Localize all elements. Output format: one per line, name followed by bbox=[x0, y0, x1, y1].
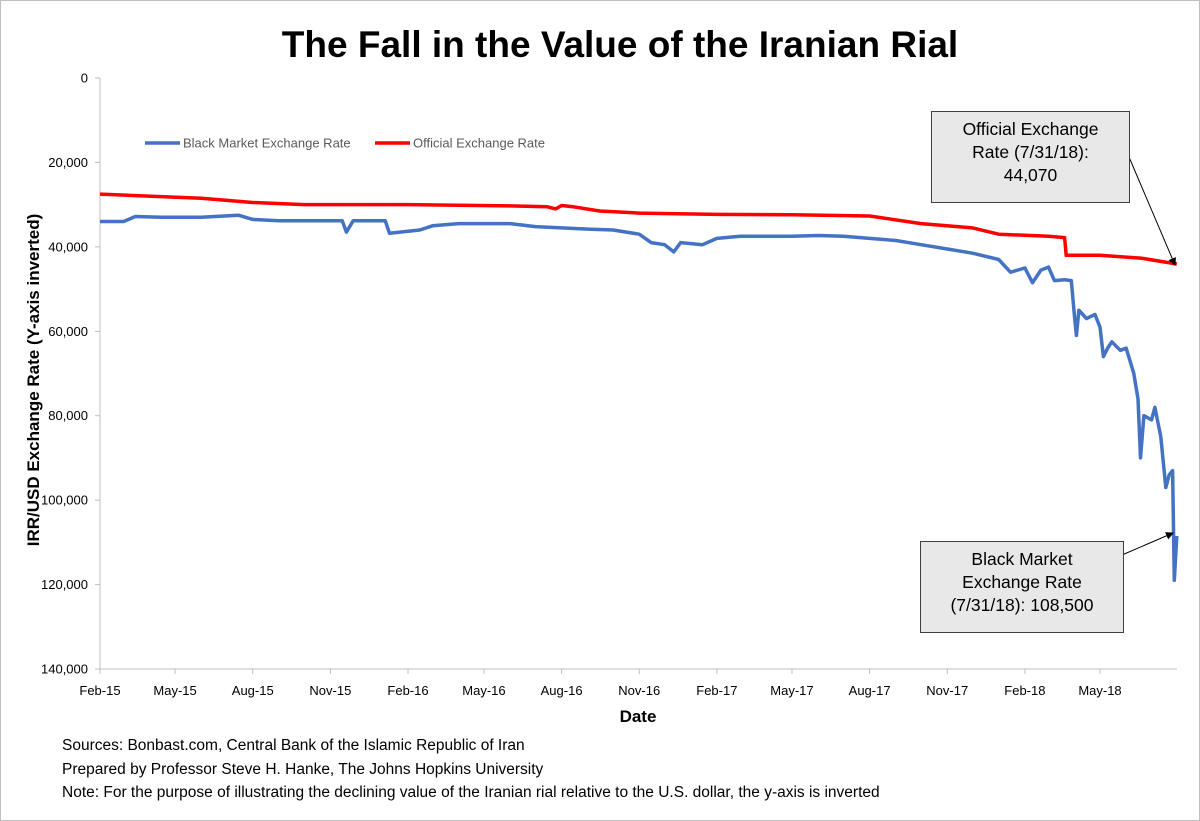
x-tick-label: Feb-18 bbox=[1004, 683, 1045, 698]
black-callout-line-2: Exchange Rate bbox=[962, 572, 1082, 593]
official-series-line bbox=[99, 192, 1178, 266]
callout-arrows bbox=[1121, 156, 1176, 556]
y-tick-label: 140,000 bbox=[41, 662, 88, 677]
y-tick-label: 80,000 bbox=[48, 408, 88, 423]
official-callout-line-1: Official Exchange bbox=[962, 119, 1099, 139]
x-tick-label: May-17 bbox=[770, 683, 813, 698]
prepared-by-note: Prepared by Professor Steve H. Hanke, Th… bbox=[62, 761, 544, 778]
x-tick-label: Aug-15 bbox=[232, 683, 274, 698]
official-callout-line-2: Rate (7/31/18): bbox=[972, 142, 1089, 163]
x-tick-label: Feb-16 bbox=[387, 683, 428, 698]
x-tick-label: Feb-17 bbox=[696, 683, 737, 698]
official-rate-callout: Official Exchange Rate (7/31/18): 44,070 bbox=[931, 111, 1130, 203]
official-callout-line-3: 44,070 bbox=[1003, 165, 1058, 186]
y-tick-label: 120,000 bbox=[41, 577, 88, 592]
y-tick-label: 60,000 bbox=[48, 324, 88, 339]
x-tick-label: Nov-16 bbox=[618, 683, 660, 698]
y-tick-label: 20,000 bbox=[48, 155, 88, 170]
inverted-axis-note: Note: For the purpose of illustrating th… bbox=[62, 784, 880, 801]
x-axis-label: Date bbox=[619, 707, 657, 726]
x-tick-label: Nov-17 bbox=[926, 683, 968, 698]
x-tick-label: Nov-15 bbox=[309, 683, 351, 698]
black-market-series-line bbox=[100, 213, 1179, 583]
chart-title: The Fall in the Value of the Iranian Ria… bbox=[281, 24, 959, 65]
legend-label-black-market: Black Market Exchange Rate bbox=[183, 136, 351, 151]
x-tick-label: Aug-17 bbox=[849, 683, 891, 698]
legend: Black Market Exchange Rate Official Excha… bbox=[145, 136, 545, 151]
x-tick-label: Feb-15 bbox=[79, 683, 120, 698]
series-layer bbox=[99, 192, 1179, 583]
black-market-callout-arrow bbox=[1121, 532, 1174, 556]
y-tick-label: 0 bbox=[81, 71, 88, 86]
black-callout-line-1: Black Market bbox=[971, 549, 1073, 569]
black-market-callout: Black Market Exchange Rate (7/31/18): 10… bbox=[920, 541, 1124, 633]
x-tick-label: May-15 bbox=[153, 683, 196, 698]
sources-note: Sources: Bonbast.com, Central Bank of th… bbox=[62, 737, 525, 754]
official-callout-arrow bbox=[1128, 156, 1176, 266]
x-tick-label: May-16 bbox=[462, 683, 505, 698]
y-tick-label: 40,000 bbox=[48, 239, 88, 254]
x-tick-label: May-18 bbox=[1078, 683, 1121, 698]
legend-label-official: Official Exchange Rate bbox=[413, 136, 545, 151]
black-callout-line-3: (7/31/18): 108,500 bbox=[950, 595, 1094, 616]
x-tick-label: Aug-16 bbox=[541, 683, 583, 698]
axes: 0 20,000 40,000 60,000 80,000 100,000 120,000 1… bbox=[41, 71, 1177, 698]
y-tick-label: 100,000 bbox=[41, 493, 88, 508]
